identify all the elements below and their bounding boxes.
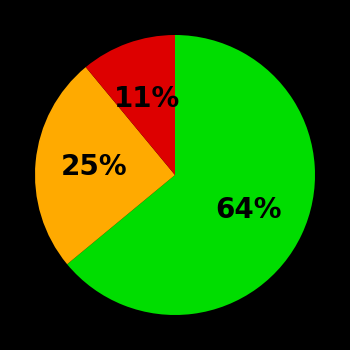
Text: 11%: 11% <box>114 85 181 113</box>
Text: 64%: 64% <box>215 196 282 224</box>
Text: 25%: 25% <box>61 153 127 181</box>
Wedge shape <box>67 35 315 315</box>
Wedge shape <box>86 35 175 175</box>
Wedge shape <box>35 67 175 264</box>
